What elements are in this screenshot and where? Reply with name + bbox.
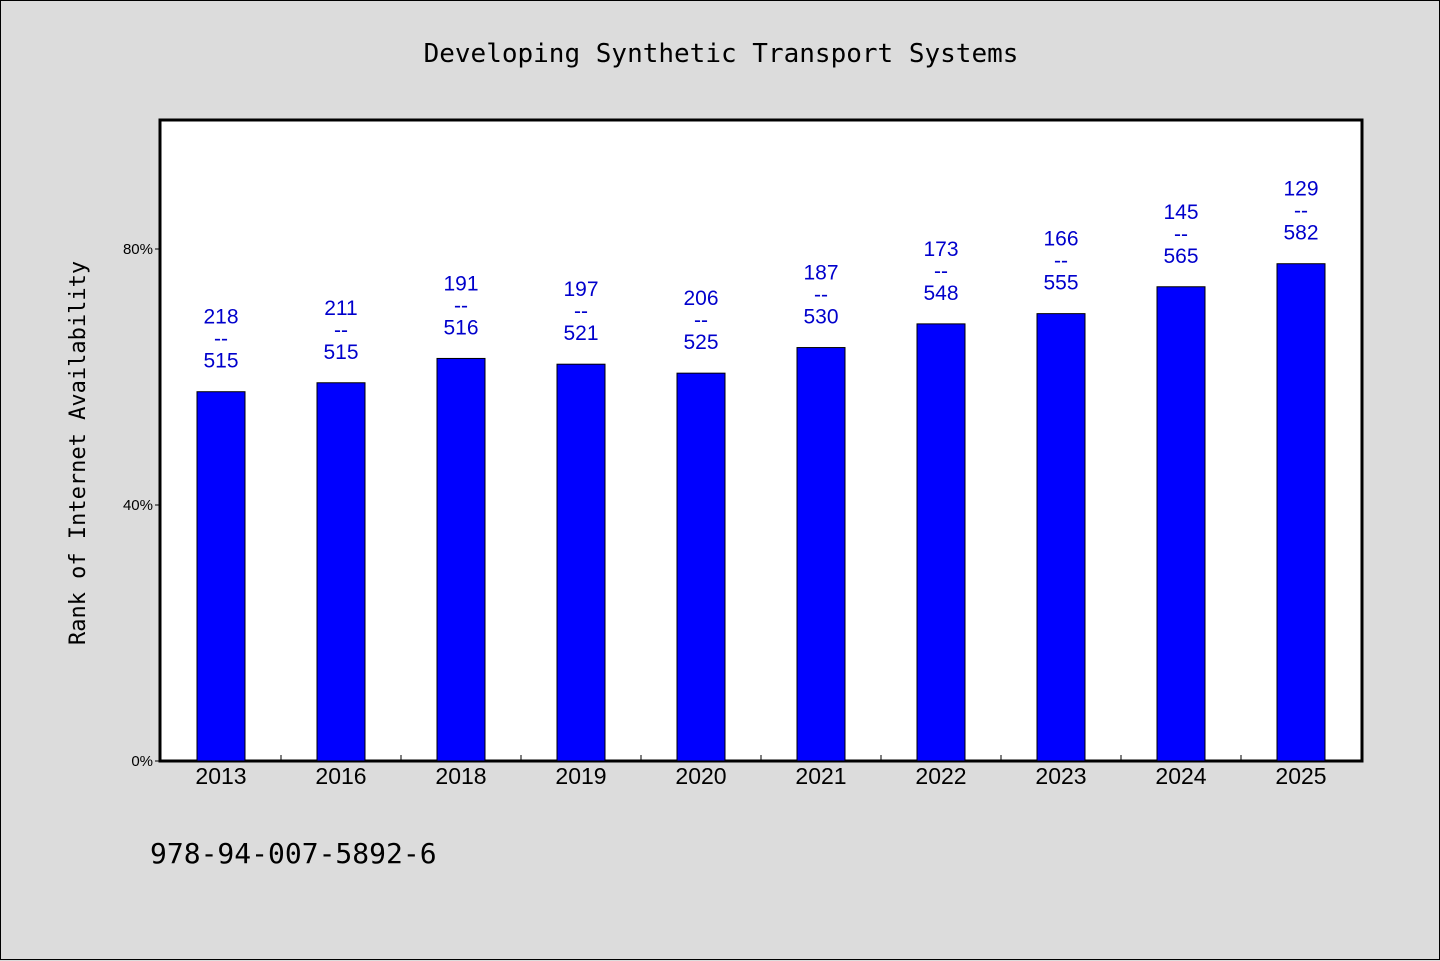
data-label-2023-bottom: 555	[1043, 272, 1078, 295]
data-label-2022-top: 173	[923, 238, 958, 261]
bar-2018	[436, 357, 486, 762]
data-label-2024-sep: --	[1174, 223, 1188, 246]
x-axis-ticks: 2013 2016 2018 2019 2020 2021 2022 2023 2024 2025	[195, 755, 1327, 789]
data-label-2022-sep: --	[934, 260, 948, 283]
chart-title: Developing Synthetic Transport Systems	[424, 39, 1019, 69]
y-axis-label: Rank of Internet Availability	[66, 261, 91, 645]
data-label-2024-top: 145	[1163, 201, 1198, 224]
x-tick-label-2025: 2025	[1275, 763, 1326, 789]
data-label-2019-bottom: 521	[563, 322, 598, 345]
x-tick-label-2023: 2023	[1035, 763, 1086, 789]
data-label-2020-sep: --	[694, 309, 708, 332]
y-tick-label-40: 40%	[123, 497, 153, 514]
data-label-2016-sep: --	[334, 319, 348, 342]
y-tick-label-80: 80%	[123, 241, 153, 258]
data-label-2023-top: 166	[1043, 228, 1078, 251]
data-label-2019-sep: --	[574, 300, 588, 323]
x-tick-label-2018: 2018	[435, 763, 486, 789]
data-label-2018-bottom: 516	[443, 316, 478, 339]
data-label-2024-bottom: 565	[1163, 245, 1198, 268]
data-label-2020-top: 206	[683, 287, 718, 310]
data-label-2025-sep: --	[1294, 200, 1308, 223]
bar-2023	[1036, 313, 1086, 762]
bar-2022	[916, 323, 966, 762]
y-axis-ticks: 0% 40% 80%	[123, 241, 161, 770]
data-label-2018-top: 191	[443, 272, 478, 295]
data-labels: 515--218515--211516--191521--197525--206…	[203, 178, 1318, 373]
data-label-2013-top: 218	[203, 306, 238, 329]
data-label-2021-sep: --	[814, 284, 828, 307]
bar-2016	[316, 382, 366, 762]
data-label-2025-top: 129	[1283, 178, 1318, 201]
bar-2021	[796, 347, 846, 762]
data-label-2020-bottom: 525	[683, 331, 718, 354]
x-tick-label-2020: 2020	[675, 763, 726, 789]
data-label-2023-sep: --	[1054, 250, 1068, 273]
bar-2025	[1276, 263, 1326, 762]
bar-series	[196, 263, 1326, 762]
x-tick-label-2021: 2021	[795, 763, 846, 789]
data-label-2025-bottom: 582	[1283, 222, 1318, 245]
data-label-2018-sep: --	[454, 294, 468, 317]
isbn-footnote: 978-94-007-5892-6	[150, 837, 437, 870]
data-label-2021-top: 187	[803, 262, 838, 285]
x-tick-label-2016: 2016	[315, 763, 366, 789]
data-label-2021-bottom: 530	[803, 306, 838, 329]
x-tick-label-2024: 2024	[1155, 763, 1206, 789]
bar-2019	[556, 363, 606, 762]
data-label-2019-top: 197	[563, 278, 598, 301]
x-tick-label-2013: 2013	[195, 763, 246, 789]
x-tick-label-2022: 2022	[915, 763, 966, 789]
bar-2013	[196, 391, 246, 762]
data-label-2016-bottom: 515	[323, 341, 358, 364]
data-label-2022-bottom: 548	[923, 282, 958, 305]
bar-2020	[676, 372, 726, 762]
data-label-2013-sep: --	[214, 328, 228, 351]
data-label-2016-top: 211	[324, 297, 357, 320]
x-tick-label-2019: 2019	[555, 763, 606, 789]
y-tick-label-0: 0%	[131, 753, 153, 770]
bar-2024	[1156, 286, 1206, 762]
data-label-2013-bottom: 515	[203, 350, 238, 373]
